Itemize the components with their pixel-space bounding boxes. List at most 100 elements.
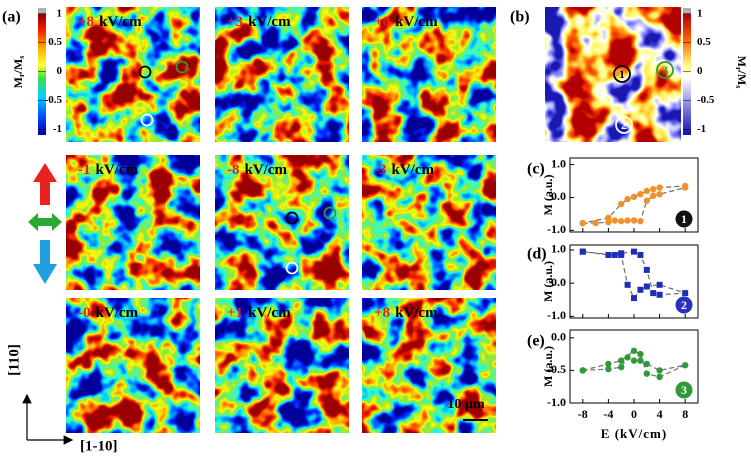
data-point [624, 281, 631, 288]
x-tick-label: 4 [657, 407, 663, 421]
y-tick-label: 0.0 [551, 189, 566, 203]
region-label: 2 [621, 118, 627, 132]
field-unit: kV/cm [392, 162, 435, 178]
data-point [631, 248, 637, 255]
badge-label: 1 [681, 212, 687, 226]
region-circle [615, 116, 633, 134]
data-point [643, 283, 650, 290]
field-label: +8 kV/cm [374, 305, 438, 321]
colorbar-label-part: s [734, 85, 743, 88]
crystal-axes [22, 393, 74, 445]
region-circle [285, 261, 299, 275]
y-axis-label: M (a.u.) [541, 346, 555, 387]
data-point [618, 363, 625, 371]
region-label: 3 [662, 63, 668, 77]
data-point [605, 214, 612, 222]
data-point [637, 357, 644, 364]
field-unit: kV/cm [99, 14, 142, 30]
data-point [630, 357, 638, 364]
data-point [643, 187, 650, 195]
field-label: +1 kV/cm [227, 305, 291, 321]
data-point [656, 190, 663, 198]
data-point [682, 182, 689, 190]
region-circle [656, 61, 674, 79]
y-tick-label: 0.0 [551, 275, 566, 289]
field-value: +0 [374, 14, 390, 30]
region-circle [613, 65, 631, 83]
data-point [579, 248, 586, 255]
x-tick-label: 8 [682, 407, 688, 421]
field-value: +8 [78, 14, 94, 30]
domain-map [66, 7, 200, 142]
data-point [624, 354, 631, 361]
colorbar-tick-label: 0.5 [697, 36, 711, 48]
y-tick-label: -1.0 [547, 308, 566, 322]
y-axis-label: M (a.u.) [541, 175, 555, 216]
data-point [618, 251, 625, 258]
panel-label: (d) [527, 246, 547, 263]
data-point [630, 217, 638, 224]
field-unit: kV/cm [96, 305, 139, 321]
data-line [582, 185, 686, 224]
region-circle [140, 113, 154, 127]
colorbar-tick-label: 1 [57, 7, 63, 19]
domain-map [215, 298, 349, 433]
colorbar-tick-label: 0 [57, 65, 63, 77]
colorbar-label-part: r [17, 73, 26, 77]
domain-map [66, 298, 200, 433]
data-point [611, 251, 618, 258]
panel-label: (e) [527, 333, 545, 350]
field-unit: kV/cm [96, 162, 139, 178]
region-circle [138, 65, 152, 79]
data-point [611, 217, 618, 224]
field-value: -0 [78, 305, 91, 321]
field-unit: kV/cm [248, 305, 291, 321]
data-point [637, 251, 644, 258]
colorbar-label: Mr/Ms [11, 56, 26, 89]
data-point [656, 281, 663, 288]
colorbar-tick-label: 0.5 [48, 36, 62, 48]
data-point [637, 350, 644, 358]
region-circle [175, 60, 189, 74]
field-value: +3 [227, 14, 243, 30]
y-tick-label: 1.0 [551, 242, 566, 256]
domain-map-b [545, 7, 681, 142]
y-tick-label: -1.0 [547, 395, 566, 409]
data-point [637, 286, 644, 293]
panel-label: (a) [2, 9, 21, 26]
colorbar-label-part: s [17, 56, 26, 59]
data-point [579, 219, 586, 227]
panel-label: (b) [510, 9, 530, 26]
colorbar-tick-label: 1 [697, 7, 703, 19]
y-tick-label: 0.0 [551, 330, 566, 344]
badge-label: 2 [681, 298, 687, 312]
data-point [656, 184, 663, 191]
colorbar-label-part: M [11, 77, 25, 88]
data-point [656, 367, 663, 374]
data-point [650, 186, 657, 193]
field-value: +8 [374, 305, 390, 321]
colorbar-label-part: M [735, 56, 749, 67]
data-point [630, 193, 638, 201]
y-axis-label: M (a.u.) [541, 261, 555, 302]
badge [675, 296, 693, 314]
colorbar-label-part: /M [11, 59, 25, 75]
badge-label: 3 [681, 383, 687, 397]
colorbar-tick-label: -0.5 [45, 94, 63, 106]
scale-bar-label: 10 µm [447, 397, 485, 412]
colorbar-label: Mr/Ms [734, 56, 749, 89]
panel-label: (c) [527, 161, 545, 178]
field-label: +8 kV/cm [78, 14, 142, 30]
data-point [618, 200, 625, 208]
domain-map [215, 7, 349, 142]
data-point [618, 357, 625, 364]
field-label: -1 kV/cm [78, 162, 139, 178]
field-unit: kV/cm [245, 162, 288, 178]
data-point [650, 290, 657, 297]
field-value: -1 [78, 162, 91, 178]
field-label: +0 kV/cm [374, 14, 438, 30]
field-unit: kV/cm [395, 305, 438, 321]
field-value: +1 [227, 305, 243, 321]
colorbar-tick-label: -1 [697, 123, 706, 135]
